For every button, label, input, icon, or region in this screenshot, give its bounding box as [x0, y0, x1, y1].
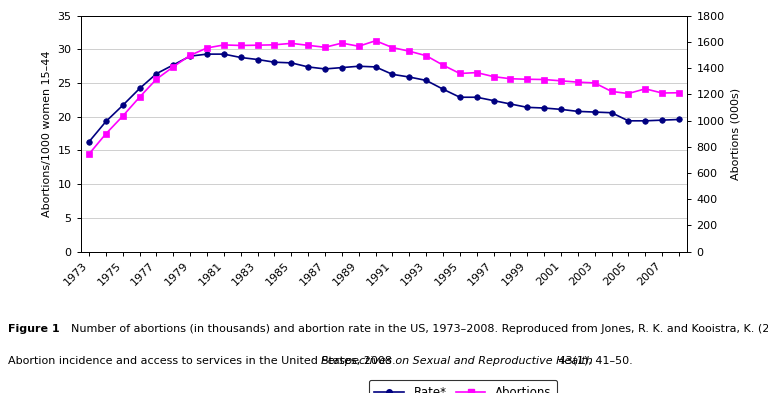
- Text: Abortion incidence and access to services in the United States, 2008.: Abortion incidence and access to service…: [8, 356, 399, 365]
- Text: Figure 1: Figure 1: [8, 324, 59, 334]
- Y-axis label: Abortions (000s): Abortions (000s): [730, 88, 740, 180]
- Legend: Rate*, Abortions: Rate*, Abortions: [369, 380, 558, 393]
- Text: 43(1), 41–50.: 43(1), 41–50.: [555, 356, 633, 365]
- Text: Perspectives on Sexual and Reproductive Health: Perspectives on Sexual and Reproductive …: [321, 356, 593, 365]
- Y-axis label: Abortions/1000 women 15–44: Abortions/1000 women 15–44: [42, 50, 52, 217]
- Text: Number of abortions (in thousands) and abortion rate in the US, 1973–2008. Repro: Number of abortions (in thousands) and a…: [64, 324, 768, 334]
